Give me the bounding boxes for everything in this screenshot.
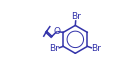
Text: Br: Br — [91, 44, 101, 53]
Text: Br: Br — [71, 12, 81, 21]
Text: O: O — [54, 27, 61, 36]
Text: Br: Br — [49, 44, 59, 53]
